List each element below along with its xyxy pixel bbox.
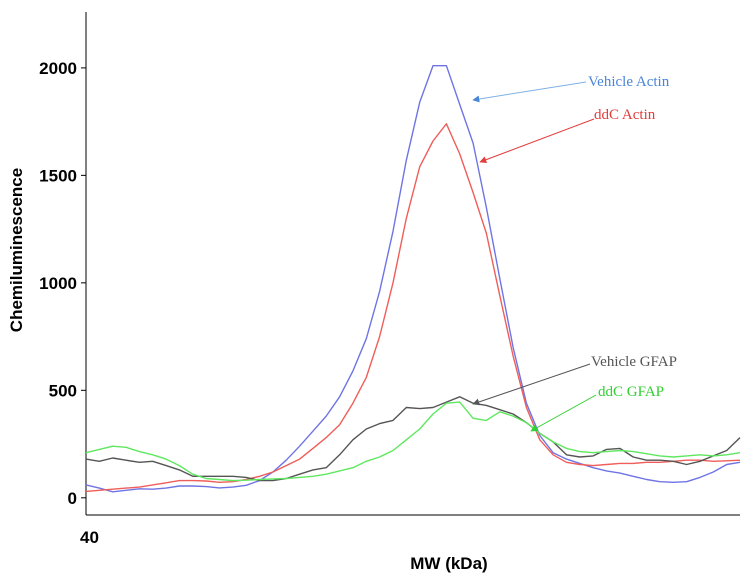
vehicle-actin-annotation: Vehicle Actin	[588, 74, 670, 90]
vehicle-actin-arrow	[472, 81, 587, 103]
series-line-vehicle-gfap	[85, 396, 741, 482]
x-axis-title: MW (kDa)	[410, 554, 487, 573]
x-tick-label-40: 40	[80, 528, 99, 547]
y-tick-label-2000: 2000	[39, 59, 77, 78]
y-tick-label-0: 0	[68, 489, 77, 508]
series-line-ddc-gfap	[85, 401, 741, 482]
ddc-actin-annotation: ddC Actin	[594, 107, 656, 123]
y-axis-ticks: 0 500 1000 1500 2000	[39, 59, 86, 508]
vehicle-gfap-arrow	[472, 363, 591, 406]
ddc-gfap-annotation: ddC GFAP	[598, 384, 664, 400]
ddc-actin-arrow	[479, 118, 595, 164]
y-tick-label-500: 500	[49, 381, 77, 400]
y-axis-title: Chemiluminescence	[7, 168, 26, 332]
series-line-vehicle-actin	[85, 64, 741, 493]
series-lines	[85, 64, 741, 493]
y-tick-label-1000: 1000	[39, 274, 77, 293]
ddc-gfap-arrow	[530, 394, 597, 432]
series-line-ddc-actin	[85, 123, 741, 493]
vehicle-gfap-annotation: Vehicle GFAP	[591, 354, 677, 370]
y-tick-label-1500: 1500	[39, 166, 77, 185]
